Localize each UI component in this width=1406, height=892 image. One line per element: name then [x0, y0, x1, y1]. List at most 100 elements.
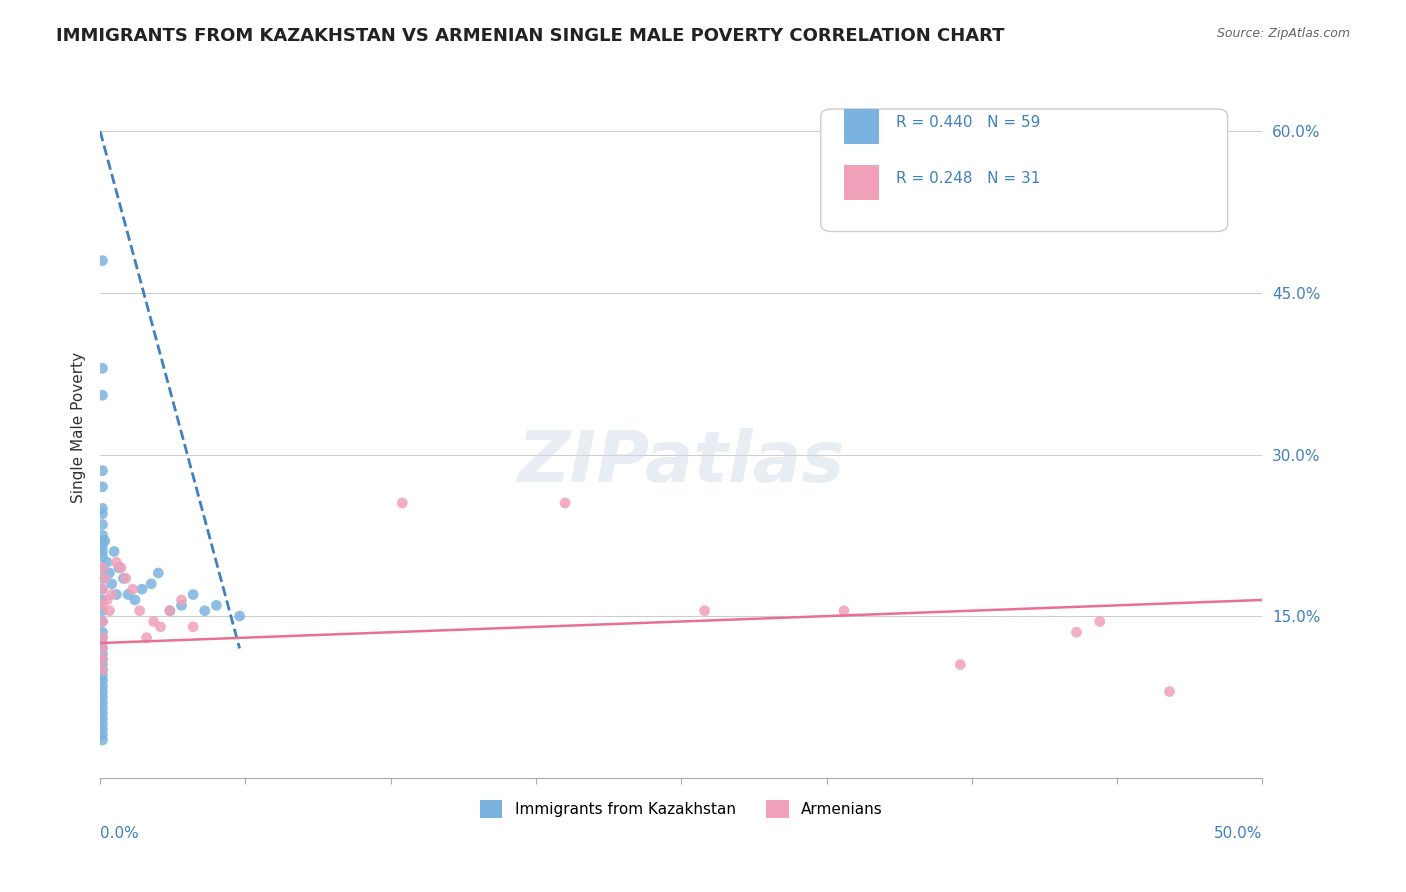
Point [112, 571, 135, 585]
Point [91, 539, 114, 553]
Point [1066, 625, 1088, 640]
Point [91, 361, 114, 376]
Point [159, 604, 181, 618]
Point [135, 631, 157, 645]
Point [554, 496, 576, 510]
Point [91, 723, 114, 737]
Point [91, 636, 114, 650]
Point [1088, 615, 1111, 629]
Point [91, 684, 114, 698]
Point [121, 582, 143, 597]
Point [94, 571, 117, 585]
Point [170, 593, 193, 607]
Point [91, 582, 114, 597]
Point [100, 588, 122, 602]
Text: IMMIGRANTS FROM KAZAKHSTAN VS ARMENIAN SINGLE MALE POVERTY CORRELATION CHART: IMMIGRANTS FROM KAZAKHSTAN VS ARMENIAN S… [56, 27, 1005, 45]
Point [117, 588, 139, 602]
Point [91, 501, 114, 516]
Point [91, 593, 114, 607]
Point [181, 588, 204, 602]
Point [91, 695, 114, 709]
Point [91, 711, 114, 725]
Legend: Immigrants from Kazakhstan, Armenians: Immigrants from Kazakhstan, Armenians [472, 792, 891, 826]
Point [91, 631, 114, 645]
Point [159, 604, 181, 618]
Point [142, 615, 165, 629]
Point [693, 604, 716, 618]
Point [91, 641, 114, 656]
Point [181, 620, 204, 634]
Point [91, 673, 114, 688]
Point [91, 604, 114, 618]
Point [91, 388, 114, 402]
Text: 50.0%: 50.0% [1215, 826, 1263, 841]
Point [91, 528, 114, 542]
Point [391, 496, 413, 510]
Point [94, 533, 117, 548]
Point [98, 566, 121, 580]
Text: ZIPatlas: ZIPatlas [517, 428, 845, 497]
Point [96, 593, 118, 607]
Text: 0.0%: 0.0% [100, 826, 139, 841]
Point [91, 582, 114, 597]
Y-axis label: Single Male Poverty: Single Male Poverty [72, 352, 86, 503]
Point [107, 560, 129, 574]
Point [131, 582, 153, 597]
Point [205, 599, 228, 613]
Point [105, 588, 128, 602]
FancyBboxPatch shape [844, 109, 879, 144]
Point [91, 571, 114, 585]
Point [91, 700, 114, 714]
Point [110, 560, 132, 574]
Point [91, 625, 114, 640]
Point [91, 464, 114, 478]
Point [91, 657, 114, 672]
Point [91, 549, 114, 564]
Point [91, 647, 114, 661]
Point [91, 560, 114, 574]
Point [91, 615, 114, 629]
Point [91, 716, 114, 731]
Point [170, 599, 193, 613]
Point [91, 560, 114, 574]
Point [91, 663, 114, 677]
Point [1159, 684, 1181, 698]
Point [832, 604, 855, 618]
Point [100, 576, 122, 591]
Point [91, 631, 114, 645]
Point [91, 517, 114, 532]
Point [91, 733, 114, 747]
Point [91, 706, 114, 720]
Point [91, 690, 114, 704]
Point [194, 604, 217, 618]
Point [949, 657, 972, 672]
Point [228, 609, 250, 624]
Point [91, 679, 114, 693]
Point [114, 571, 136, 585]
Point [128, 604, 150, 618]
Text: R = 0.440   N = 59: R = 0.440 N = 59 [897, 115, 1040, 130]
Point [91, 652, 114, 666]
Point [91, 533, 114, 548]
Point [91, 480, 114, 494]
Point [124, 593, 146, 607]
Point [105, 555, 128, 569]
Point [91, 641, 114, 656]
Point [148, 566, 170, 580]
Point [91, 663, 114, 677]
Point [98, 604, 121, 618]
Point [91, 599, 114, 613]
Text: R = 0.248   N = 31: R = 0.248 N = 31 [897, 171, 1040, 186]
Point [91, 544, 114, 558]
Point [91, 728, 114, 742]
FancyBboxPatch shape [821, 109, 1227, 232]
Point [91, 253, 114, 268]
Point [103, 544, 125, 558]
FancyBboxPatch shape [844, 165, 879, 200]
Point [91, 507, 114, 521]
Text: Source: ZipAtlas.com: Source: ZipAtlas.com [1216, 27, 1350, 40]
Point [91, 615, 114, 629]
Point [141, 576, 163, 591]
Point [96, 555, 118, 569]
Point [149, 620, 172, 634]
